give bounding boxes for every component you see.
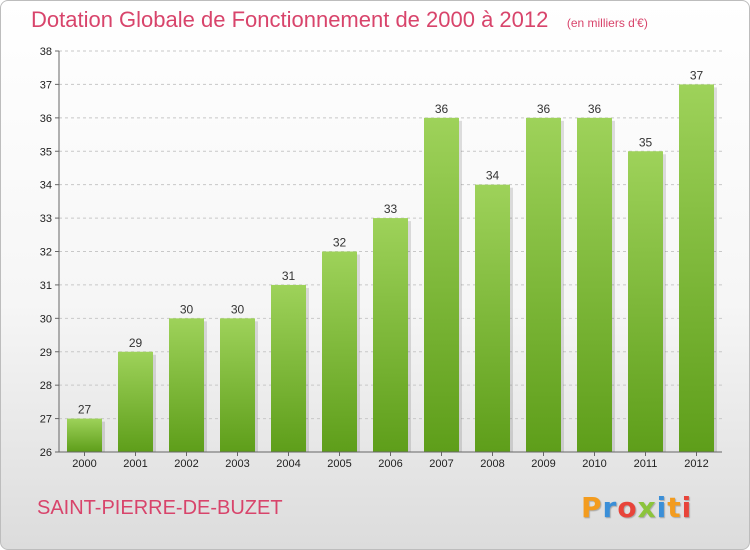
x-tick-label: 2008 — [480, 458, 504, 470]
bar — [475, 184, 510, 452]
x-tick-label: 2012 — [684, 458, 708, 470]
chart-title: Dotation Globale de Fonctionnement de 20… — [31, 7, 549, 32]
data-label: 30 — [231, 302, 245, 316]
x-tick-label: 2011 — [634, 458, 658, 470]
bar — [424, 117, 459, 452]
data-label: 36 — [537, 102, 551, 116]
data-label: 30 — [180, 302, 194, 316]
logo-letter: P — [581, 491, 603, 524]
y-tick-label: 28 — [40, 380, 52, 392]
y-tick-label: 30 — [40, 313, 52, 325]
y-tick-label: 35 — [40, 146, 52, 158]
data-label: 34 — [486, 169, 500, 183]
x-tick-label: 2000 — [72, 458, 96, 470]
y-tick-label: 29 — [40, 347, 52, 359]
logo-letter: t — [667, 491, 682, 524]
bar — [526, 117, 561, 452]
commune-name: SAINT-PIERRE-DE-BUZET — [37, 497, 283, 519]
bar — [220, 318, 255, 452]
data-label: 32 — [333, 236, 347, 250]
x-tick-label: 2004 — [276, 458, 300, 470]
data-label: 29 — [129, 336, 143, 350]
bar — [628, 151, 663, 452]
x-tick-label: 2007 — [429, 458, 453, 470]
logo-letter: i — [681, 491, 693, 524]
bar — [679, 84, 714, 453]
data-label: 37 — [690, 68, 704, 82]
data-label: 36 — [588, 102, 602, 116]
y-tick-label: 34 — [40, 180, 52, 192]
bar — [118, 351, 153, 452]
y-tick-label: 36 — [40, 113, 52, 125]
bar — [373, 218, 408, 452]
bar — [322, 251, 357, 452]
data-label: 35 — [639, 135, 653, 149]
y-tick-label: 27 — [40, 414, 52, 426]
logo-letter: o — [617, 491, 638, 524]
title-row: Dotation Globale de Fonctionnement de 20… — [31, 7, 648, 33]
bar — [67, 418, 102, 452]
x-tick-label: 2006 — [378, 458, 402, 470]
bar — [271, 284, 306, 452]
x-tick-label: 2010 — [582, 458, 606, 470]
bar — [169, 318, 204, 452]
bar — [577, 117, 612, 452]
y-tick-label: 31 — [40, 280, 52, 292]
logo-letter: x — [637, 491, 657, 524]
data-label: 36 — [435, 102, 449, 116]
y-tick-label: 26 — [40, 447, 52, 459]
y-tick-label: 37 — [40, 79, 52, 91]
x-tick-label: 2009 — [531, 458, 555, 470]
x-tick-label: 2001 — [123, 458, 147, 470]
data-label: 31 — [282, 269, 296, 283]
logo-letter: i — [656, 491, 668, 524]
proxiti-logo[interactable]: Proxiti — [581, 491, 692, 524]
y-tick-label: 33 — [40, 213, 52, 225]
logo-letter: r — [602, 491, 618, 524]
data-label: 27 — [78, 403, 92, 417]
x-tick-label: 2005 — [327, 458, 351, 470]
chart-subtitle: (en milliers d'€) — [566, 16, 648, 30]
y-tick-label: 38 — [40, 46, 52, 58]
x-tick-label: 2002 — [174, 458, 198, 470]
axis-layer: 26 27 28 29 30 31 32 33 34 35 36 37 38 2000 2001 2002 20… — [40, 46, 722, 470]
bars-layer: 27 29 30 30 31 32 33 36 34 36 36 35 37 — [67, 68, 717, 453]
y-tick-label: 32 — [40, 247, 52, 259]
x-tick-label: 2003 — [225, 458, 249, 470]
data-label: 33 — [384, 202, 398, 216]
